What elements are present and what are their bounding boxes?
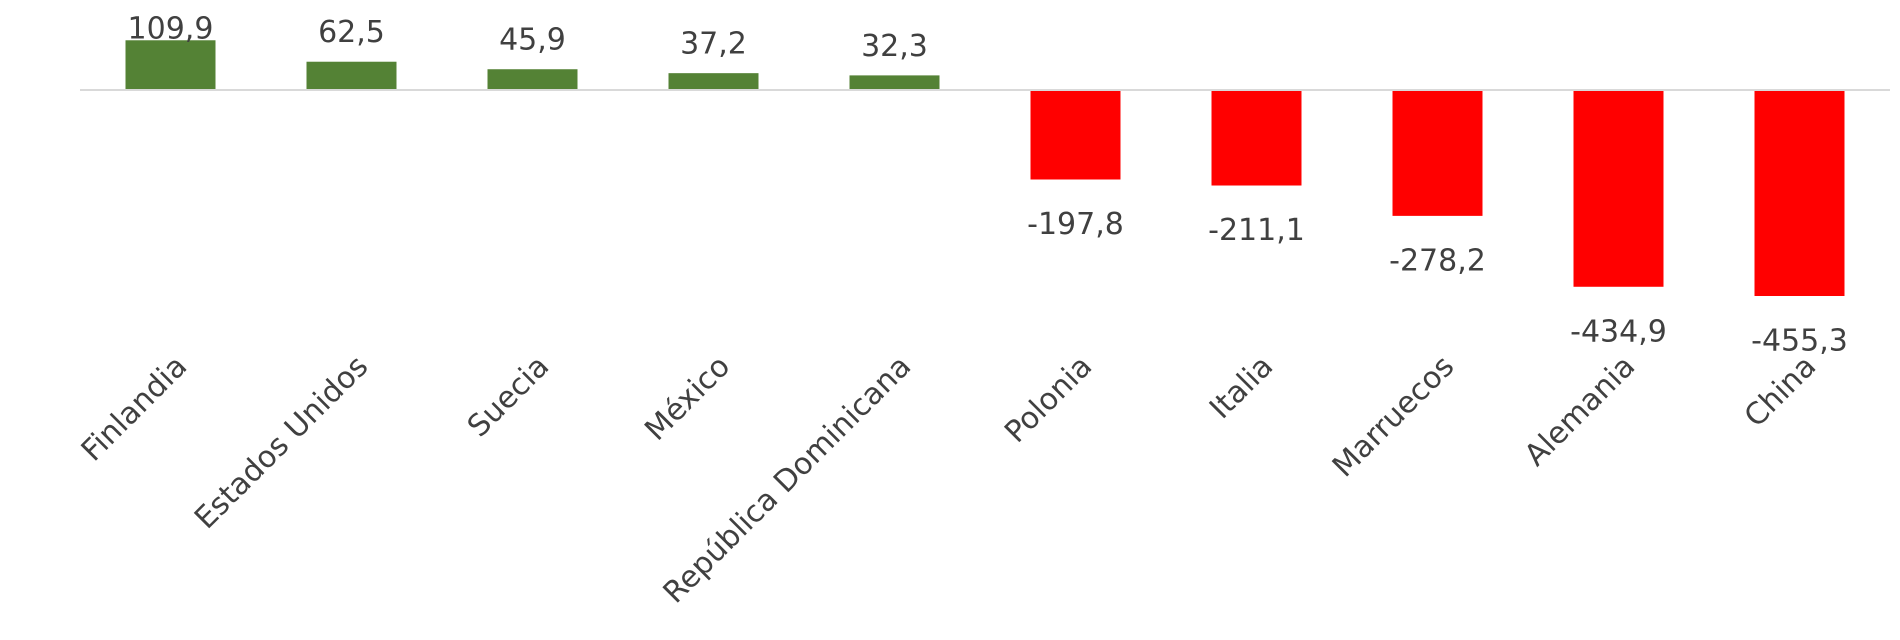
x-tick-label: México bbox=[638, 349, 737, 448]
bar bbox=[668, 73, 759, 90]
bar bbox=[1211, 90, 1302, 186]
data-label: 37,2 bbox=[680, 27, 747, 62]
x-tick-label: Finlandia bbox=[75, 349, 194, 468]
x-tick-label: Italia bbox=[1203, 349, 1280, 426]
x-tick-label: China bbox=[1738, 349, 1823, 434]
data-label: 109,9 bbox=[128, 12, 214, 47]
data-label: 45,9 bbox=[499, 23, 566, 58]
bar bbox=[849, 75, 940, 90]
data-label: 62,5 bbox=[318, 15, 385, 50]
data-label: -278,2 bbox=[1389, 243, 1486, 278]
bar bbox=[1573, 90, 1664, 287]
bar bbox=[125, 40, 216, 90]
x-tick-label: Polonia bbox=[998, 349, 1099, 450]
data-label: -434,9 bbox=[1570, 314, 1667, 349]
data-label: 32,3 bbox=[861, 29, 928, 64]
bar bbox=[306, 61, 397, 90]
data-label: -211,1 bbox=[1208, 213, 1305, 248]
x-tick-label: Marruecos bbox=[1326, 349, 1461, 484]
x-tick-label: Alemania bbox=[1518, 349, 1642, 473]
x-tick-label: Suecia bbox=[461, 349, 556, 444]
bar bbox=[487, 69, 578, 90]
x-tick-label: Estados Unidos bbox=[188, 349, 375, 536]
data-label: -455,3 bbox=[1751, 324, 1848, 359]
bar bbox=[1030, 90, 1121, 180]
bar bbox=[1754, 90, 1845, 296]
bar bbox=[1392, 90, 1483, 216]
data-label: -197,8 bbox=[1027, 207, 1124, 242]
